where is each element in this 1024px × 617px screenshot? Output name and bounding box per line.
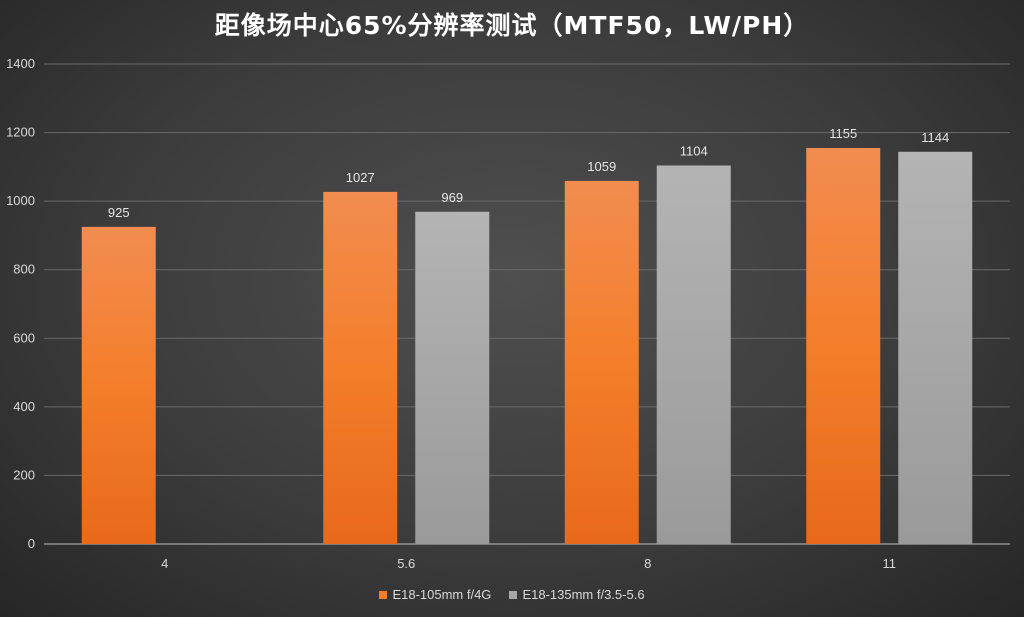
data-label: 1144 xyxy=(921,130,949,145)
x-tick-label: 5.6 xyxy=(397,556,415,571)
x-tick-label: 8 xyxy=(644,556,651,571)
y-tick-label: 1000 xyxy=(6,193,35,208)
y-tick-label: 1400 xyxy=(6,56,35,71)
x-tick-label: 4 xyxy=(161,556,168,571)
y-tick-label: 1200 xyxy=(6,125,35,140)
bar-1-11 xyxy=(806,148,881,544)
legend-swatch xyxy=(379,590,388,599)
legend: E18-105mm f/4G E18-135mm f/3.5-5.6 xyxy=(0,587,1024,602)
bar-2-11 xyxy=(898,151,973,544)
data-label: 1027 xyxy=(346,170,375,185)
legend-swatch xyxy=(509,590,518,599)
y-tick-label: 800 xyxy=(13,262,35,277)
data-label: 1104 xyxy=(680,143,708,158)
bar-1-4 xyxy=(81,226,156,544)
bar-1-8 xyxy=(564,180,639,544)
y-tick-label: 200 xyxy=(13,467,35,482)
legend-label: E18-105mm f/4G xyxy=(392,587,492,602)
data-label: 1155 xyxy=(829,126,857,141)
y-tick-label: 0 xyxy=(28,536,35,551)
data-label: 925 xyxy=(108,205,130,220)
chart-title: 距像场中心65%分辨率测试（MTF50，LW/PH） xyxy=(214,11,810,40)
bar-2-8 xyxy=(656,165,731,544)
bar-1-5.6 xyxy=(323,191,398,544)
y-tick-label: 600 xyxy=(13,330,35,345)
bar-2-5.6 xyxy=(415,211,490,544)
legend-label: E18-135mm f/3.5-5.6 xyxy=(522,587,645,602)
legend-item-series-2: E18-135mm f/3.5-5.6 xyxy=(509,587,645,602)
data-label: 969 xyxy=(441,190,463,205)
legend-item-series-1: E18-105mm f/4G xyxy=(379,587,491,602)
x-tick-label: 11 xyxy=(883,556,897,571)
y-tick-label: 400 xyxy=(13,399,35,414)
data-label: 1059 xyxy=(587,159,616,174)
